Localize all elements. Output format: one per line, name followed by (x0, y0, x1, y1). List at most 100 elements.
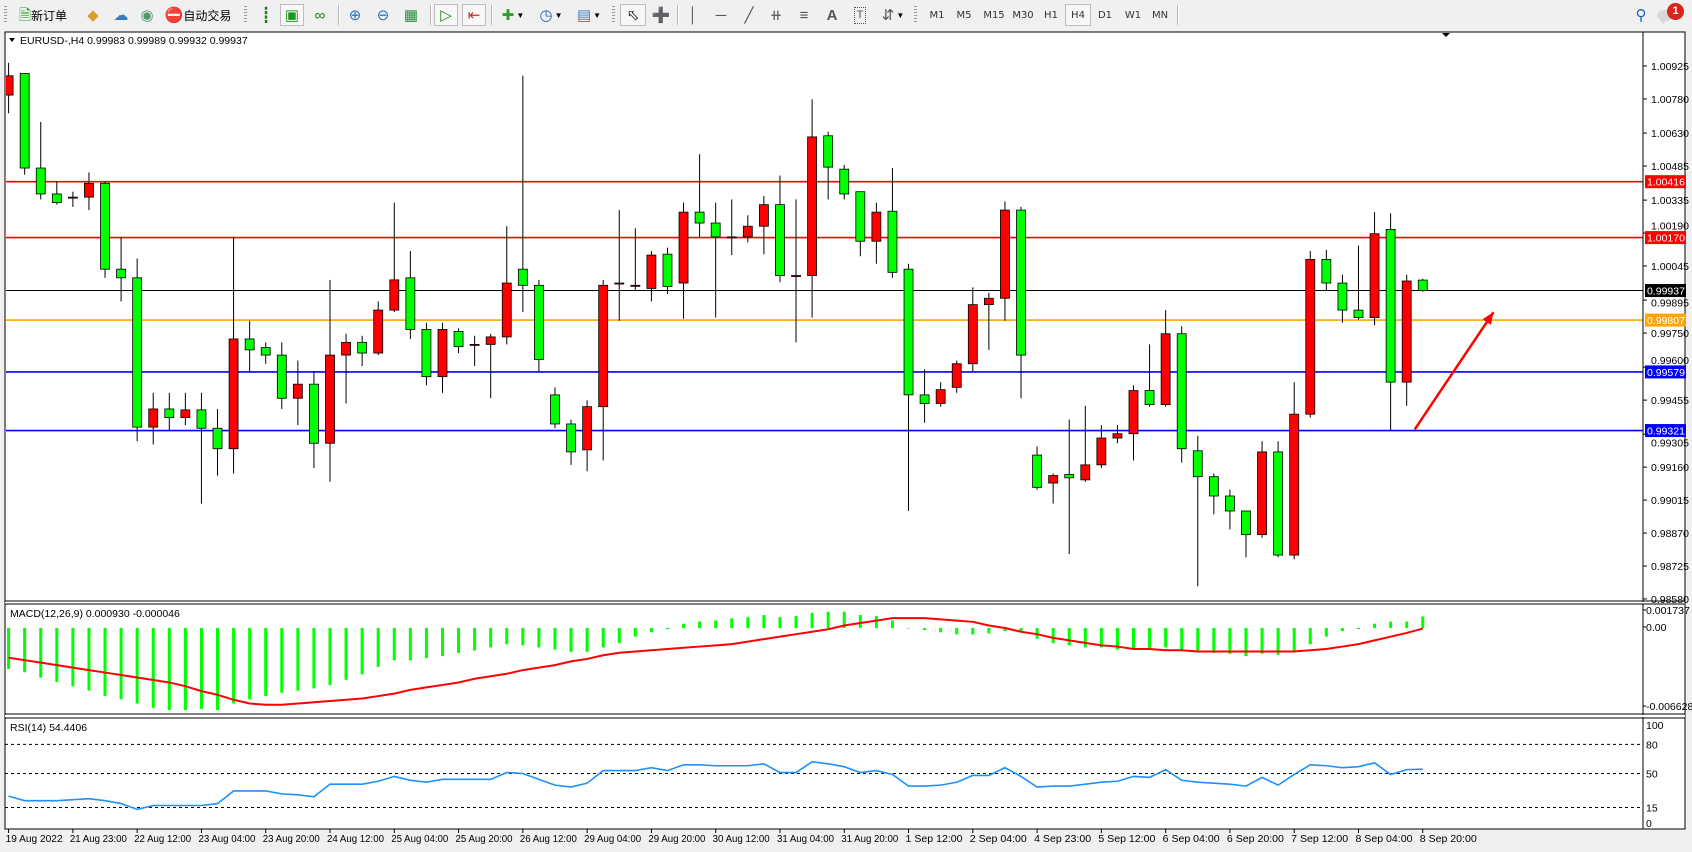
trend-arrow-line[interactable] (1413, 311, 1495, 431)
price-pane[interactable] (4, 62, 1643, 587)
timeframe-w1[interactable]: W1 (1124, 9, 1142, 21)
candle[interactable] (1080, 405, 1091, 482)
candle[interactable] (935, 382, 946, 407)
indicators-dropdown[interactable]: ✚ ▼ (496, 4, 530, 26)
tile-windows-button[interactable]: ▦ (398, 4, 424, 26)
toolbar-grip[interactable] (244, 6, 247, 24)
candle[interactable] (646, 251, 657, 302)
candle[interactable] (967, 287, 978, 372)
candle[interactable] (823, 131, 834, 200)
candle[interactable] (1337, 274, 1348, 323)
candle[interactable] (292, 360, 303, 426)
fibonacci-button[interactable]: ≡ (791, 4, 817, 26)
candle[interactable] (469, 335, 480, 366)
equidistant-channel-button[interactable]: ⧺ (763, 4, 789, 26)
candle[interactable] (598, 279, 609, 461)
candlestick-button[interactable]: ▣ (280, 4, 304, 26)
candle[interactable] (325, 279, 335, 482)
templates-dropdown[interactable]: ▤ ▼ (572, 4, 606, 26)
chart-menu-triangle-icon[interactable] (9, 38, 15, 42)
candle[interactable] (614, 210, 625, 321)
chart-shift-marker-icon[interactable] (1442, 33, 1450, 37)
zoom-in-button[interactable]: ⊕ (342, 4, 368, 26)
search-button[interactable]: ⚲ (1630, 4, 1652, 26)
candle[interactable] (662, 247, 673, 294)
candle[interactable] (228, 236, 239, 474)
candle[interactable] (1128, 385, 1139, 461)
candle[interactable] (775, 175, 785, 283)
candle[interactable] (582, 400, 593, 472)
candle[interactable] (1289, 382, 1300, 560)
text-label-button[interactable]: T (847, 4, 873, 26)
candle[interactable] (534, 279, 544, 372)
candle[interactable] (437, 322, 448, 393)
market-watch-button[interactable]: ◆ (82, 4, 104, 26)
rsi-pane[interactable] (5, 743, 1643, 811)
candle[interactable] (1016, 206, 1026, 399)
candle[interactable] (373, 301, 384, 356)
navigator-button[interactable]: ☁ (110, 4, 132, 26)
candle[interactable] (389, 202, 400, 313)
candle[interactable] (1369, 212, 1380, 326)
candle[interactable] (919, 369, 930, 423)
toolbar-grip[interactable] (4, 6, 7, 24)
arrows-dropdown[interactable]: ⇵ ▼ (876, 4, 910, 26)
candle[interactable] (357, 335, 368, 366)
candle[interactable] (1273, 441, 1284, 558)
candle[interactable] (1225, 489, 1235, 530)
candle[interactable] (196, 392, 207, 504)
candle[interactable] (855, 191, 866, 257)
candle[interactable] (84, 172, 94, 211)
candle[interactable] (1401, 274, 1412, 406)
candle[interactable] (1160, 310, 1171, 407)
notifications-button[interactable] (1654, 4, 1676, 26)
candle[interactable] (807, 99, 817, 318)
timeframe-m1[interactable]: M1 (929, 9, 945, 21)
candle[interactable] (276, 342, 287, 409)
candle[interactable] (421, 322, 432, 386)
candle[interactable] (1208, 473, 1219, 515)
candle[interactable] (164, 392, 175, 431)
candle[interactable] (1032, 446, 1042, 490)
candle[interactable] (678, 202, 689, 319)
timeframe-mn[interactable]: MN (1151, 9, 1169, 21)
candle[interactable] (501, 226, 512, 345)
candle[interactable] (485, 333, 496, 399)
macd-pane[interactable] (7, 611, 1425, 711)
candle[interactable] (1353, 245, 1364, 320)
candle[interactable] (341, 333, 351, 404)
candle[interactable] (1192, 435, 1203, 587)
candle[interactable] (1176, 326, 1187, 463)
candle[interactable] (1321, 249, 1332, 291)
candle[interactable] (100, 181, 110, 278)
candle[interactable] (453, 328, 464, 354)
trendline-button[interactable]: ╱ (736, 4, 762, 26)
timeframe-m5[interactable]: M5 (956, 9, 972, 21)
candle[interactable] (19, 73, 30, 175)
signals-button[interactable]: ◉ (136, 4, 158, 26)
candle[interactable] (1064, 419, 1075, 554)
candle[interactable] (726, 199, 737, 256)
candle[interactable] (742, 215, 753, 243)
bar-chart-button[interactable]: ┋ (254, 4, 278, 26)
candle[interactable] (1000, 201, 1010, 321)
candle[interactable] (1417, 278, 1428, 292)
candle[interactable] (309, 371, 319, 469)
horizontal-line-button[interactable]: ─ (708, 4, 734, 26)
candle[interactable] (244, 320, 255, 372)
cursor-button[interactable]: ⬁ (620, 4, 646, 26)
candle[interactable] (1112, 425, 1123, 444)
auto-scroll-button[interactable]: ▷ (434, 4, 458, 26)
candle[interactable] (983, 292, 994, 350)
candle[interactable] (839, 164, 850, 200)
candle[interactable] (51, 181, 62, 205)
candle[interactable] (260, 342, 271, 364)
candle[interactable] (35, 121, 46, 200)
candle[interactable] (180, 392, 191, 426)
candle[interactable] (1257, 441, 1267, 538)
candle[interactable] (132, 258, 143, 442)
candle[interactable] (566, 419, 576, 465)
candle[interactable] (1144, 344, 1155, 407)
new-order-button[interactable]: 🗎 新订单 (12, 4, 74, 26)
line-chart-button[interactable]: ∞ (308, 4, 332, 26)
